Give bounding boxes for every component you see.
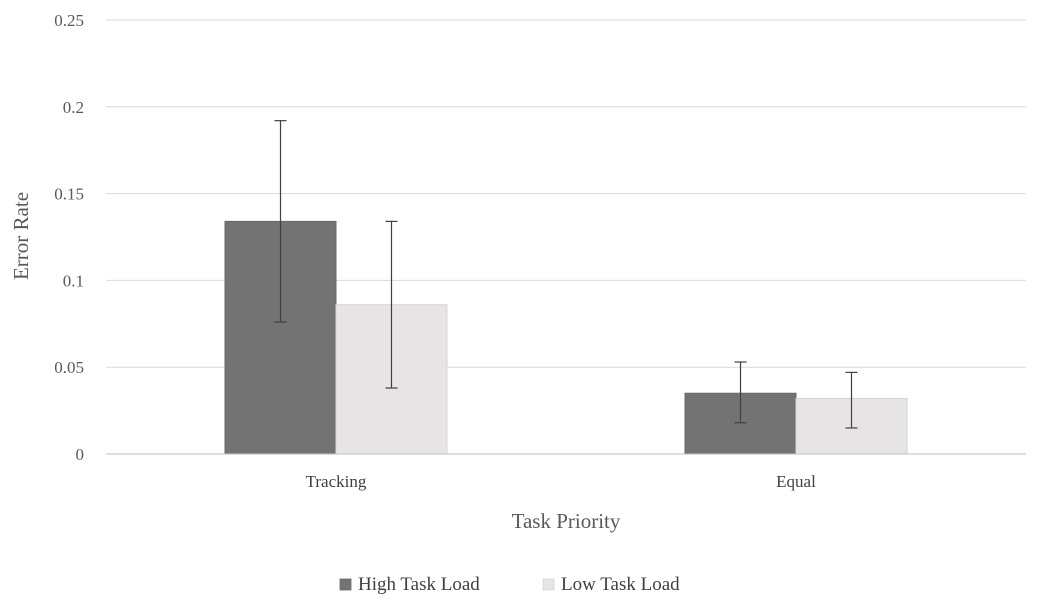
x-axis-tick-labels: Tracking Equal bbox=[306, 472, 816, 491]
x-tick-label: Tracking bbox=[306, 472, 367, 491]
x-axis-title: Task Priority bbox=[512, 509, 621, 533]
error-bars bbox=[274, 120, 858, 429]
y-tick-label: 0.15 bbox=[54, 185, 84, 204]
y-axis-title: Error Rate bbox=[9, 192, 33, 280]
y-tick-label: 0.2 bbox=[63, 98, 84, 117]
legend-swatch bbox=[542, 578, 555, 591]
legend-label: High Task Load bbox=[358, 574, 480, 595]
y-tick-label: 0.1 bbox=[63, 271, 84, 290]
bars bbox=[224, 220, 908, 455]
y-axis-tick-labels: 0 0.05 0.1 0.15 0.2 0.25 bbox=[54, 11, 84, 464]
y-tick-label: 0.25 bbox=[54, 11, 84, 30]
legend: High Task Load Low Task Load bbox=[339, 574, 680, 595]
x-tick-label: Equal bbox=[776, 472, 816, 491]
legend-swatch bbox=[339, 578, 352, 591]
y-tick-label: 0.05 bbox=[54, 358, 84, 377]
y-tick-label: 0 bbox=[76, 445, 85, 464]
legend-label: Low Task Load bbox=[561, 574, 680, 595]
